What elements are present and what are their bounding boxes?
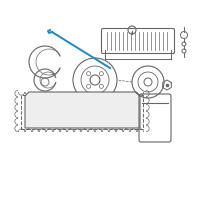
Polygon shape — [25, 92, 140, 128]
Bar — [21, 95, 143, 129]
